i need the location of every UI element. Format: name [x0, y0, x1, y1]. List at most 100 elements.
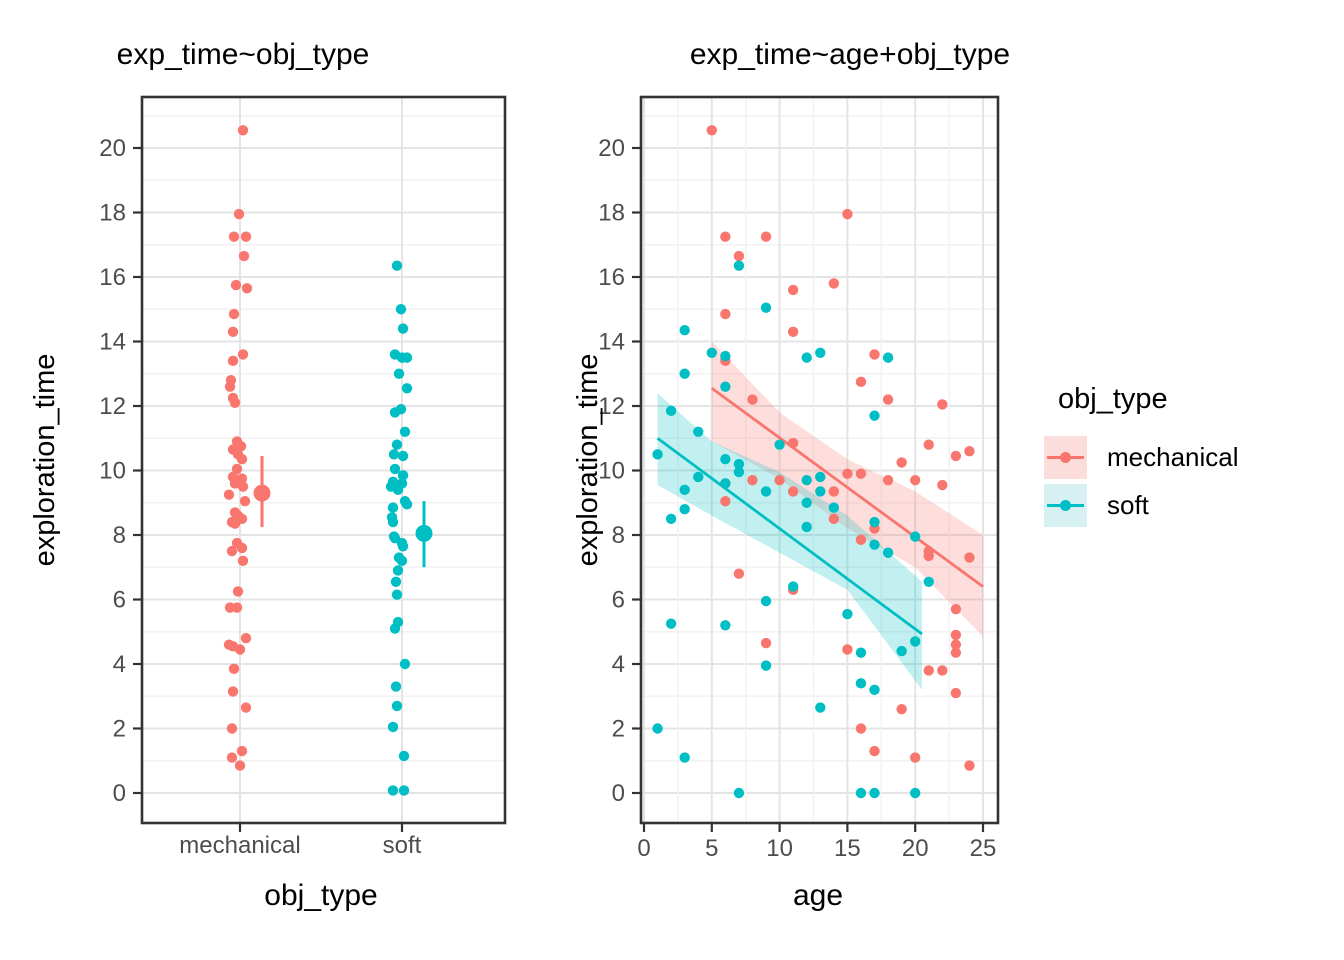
data-point: [923, 576, 934, 587]
data-point: [679, 504, 690, 515]
svg-text:0: 0: [113, 780, 126, 807]
data-point: [387, 516, 399, 528]
data-point: [236, 454, 248, 465]
gridlines: [641, 115, 998, 794]
data-point: [706, 125, 717, 136]
data-point: [398, 785, 410, 796]
data-point: [693, 426, 704, 437]
data-point: [733, 458, 745, 470]
svg-text:12: 12: [99, 393, 126, 420]
data-point: [950, 687, 962, 699]
data-point: [747, 394, 758, 405]
data-point: [231, 602, 243, 613]
data-point: [237, 555, 249, 566]
data-point: [398, 750, 410, 762]
data-point: [882, 394, 894, 405]
data-point: [855, 723, 867, 734]
panel1-pointrange-mechanical: [253, 455, 271, 527]
data-point: [397, 470, 409, 481]
panel-border: [639, 95, 1000, 825]
data-point: [855, 376, 867, 388]
svg-text:4: 4: [612, 651, 625, 678]
data-point: [389, 463, 401, 475]
svg-text:12: 12: [598, 393, 625, 420]
svg-text:2: 2: [113, 716, 126, 743]
data-point: [828, 278, 840, 289]
data-point: [855, 647, 867, 658]
data-point: [227, 355, 239, 367]
panel1-title: exp_time~obj_type: [116, 38, 370, 71]
data-point: [391, 260, 403, 271]
legend-key-soft-icon: [1044, 484, 1087, 527]
data-point: [227, 326, 239, 338]
data-point: [869, 516, 880, 528]
data-point: [720, 454, 731, 465]
data-point: [815, 347, 826, 358]
data-point: [910, 636, 921, 647]
data-point: [801, 497, 812, 508]
data-point: [652, 449, 663, 460]
data-point: [720, 350, 731, 362]
data-point: [397, 541, 409, 552]
data-point: [842, 468, 853, 479]
svg-text:15: 15: [834, 835, 861, 862]
data-point: [950, 603, 962, 615]
svg-text:2: 2: [612, 716, 625, 743]
legend-item-soft: soft: [1044, 484, 1239, 527]
panel2-x-axis-title: age: [792, 879, 844, 912]
data-point: [882, 352, 894, 363]
data-point: [855, 787, 867, 799]
data-point: [389, 407, 401, 418]
data-point: [233, 208, 245, 220]
svg-text:5: 5: [705, 835, 718, 862]
data-point: [228, 231, 240, 242]
data-point: [231, 463, 243, 475]
legend: obj_type mechanical soft: [1044, 383, 1239, 527]
svg-text:6: 6: [113, 587, 126, 614]
svg-text:10: 10: [99, 458, 126, 485]
data-point: [389, 623, 401, 634]
data-point: [720, 308, 731, 320]
data-point: [226, 545, 238, 557]
svg-text:0: 0: [612, 780, 625, 807]
data-point: [706, 347, 717, 358]
data-point: [869, 684, 880, 695]
data-point: [815, 471, 826, 483]
data-point: [733, 250, 745, 262]
data-point: [787, 326, 799, 338]
data-point: [391, 589, 403, 600]
data-point: [828, 502, 840, 513]
data-point: [720, 231, 731, 242]
data-point: [240, 633, 252, 644]
y-tick-labels: 0 2 4 6 8 10 12 14 16 18 20: [99, 135, 126, 807]
data-point: [801, 352, 812, 363]
data-point: [229, 518, 241, 529]
data-point: [393, 368, 405, 379]
svg-text:20: 20: [598, 135, 625, 162]
data-point: [238, 250, 250, 262]
data-point: [228, 663, 240, 675]
data-point: [842, 644, 853, 655]
data-point: [234, 644, 246, 655]
legend-key-dot: [1060, 452, 1071, 463]
data-point: [950, 647, 962, 658]
legend-key-mechanical-icon: [1044, 436, 1087, 479]
confidence-ribbon-soft: [657, 393, 922, 690]
data-point: [241, 283, 253, 294]
data-point: [733, 787, 745, 799]
svg-text:10: 10: [598, 458, 625, 485]
mean-point: [253, 484, 271, 502]
regression-line-soft: [656, 437, 923, 636]
svg-text:14: 14: [598, 329, 625, 356]
data-point: [869, 745, 880, 757]
data-point: [237, 481, 249, 492]
axis-ticks: [133, 146, 404, 832]
panel1-points-mechanical: [223, 125, 253, 771]
data-point: [760, 595, 772, 607]
data-point: [828, 513, 840, 525]
data-point: [801, 474, 812, 486]
data-point: [774, 439, 785, 450]
svg-text:25: 25: [970, 835, 997, 862]
data-point: [815, 702, 826, 713]
data-point: [964, 760, 975, 771]
